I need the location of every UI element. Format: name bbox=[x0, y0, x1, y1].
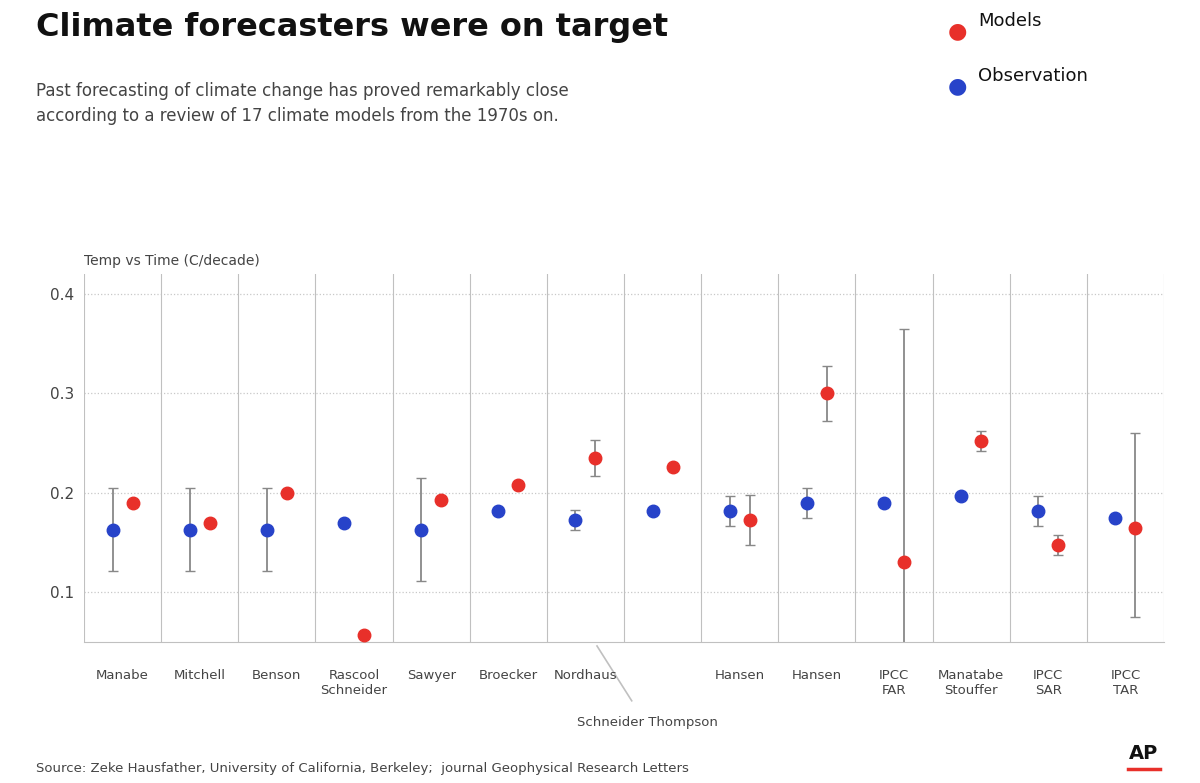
Text: Broecker: Broecker bbox=[479, 669, 538, 683]
Text: Hansen: Hansen bbox=[792, 669, 842, 683]
Text: ●: ● bbox=[948, 21, 967, 41]
Text: Climate forecasters were on target: Climate forecasters were on target bbox=[36, 12, 668, 43]
Text: IPCC
FAR: IPCC FAR bbox=[878, 669, 910, 698]
Text: Benson: Benson bbox=[252, 669, 301, 683]
Text: Models: Models bbox=[978, 12, 1042, 30]
Text: Rascool
Schneider: Rascool Schneider bbox=[320, 669, 388, 698]
Text: Nordhaus: Nordhaus bbox=[553, 669, 617, 683]
Text: Manatabe
Stouffer: Manatabe Stouffer bbox=[938, 669, 1004, 698]
Text: Observation: Observation bbox=[978, 67, 1088, 85]
Text: Temp vs Time (C/decade): Temp vs Time (C/decade) bbox=[84, 254, 259, 268]
Text: Past forecasting of climate change has proved remarkably close
according to a re: Past forecasting of climate change has p… bbox=[36, 82, 569, 125]
Text: IPCC
TAR: IPCC TAR bbox=[1110, 669, 1140, 698]
Text: Mitchell: Mitchell bbox=[174, 669, 226, 683]
Text: Manabe: Manabe bbox=[96, 669, 149, 683]
Text: Schneider Thompson: Schneider Thompson bbox=[577, 716, 718, 730]
Text: Source: Zeke Hausfather, University of California, Berkeley;  journal Geophysica: Source: Zeke Hausfather, University of C… bbox=[36, 762, 689, 775]
Text: IPCC
SAR: IPCC SAR bbox=[1033, 669, 1063, 698]
Text: Hansen: Hansen bbox=[715, 669, 764, 683]
Text: ●: ● bbox=[948, 76, 967, 96]
Text: AP: AP bbox=[1129, 745, 1158, 763]
Text: Sawyer: Sawyer bbox=[407, 669, 456, 683]
